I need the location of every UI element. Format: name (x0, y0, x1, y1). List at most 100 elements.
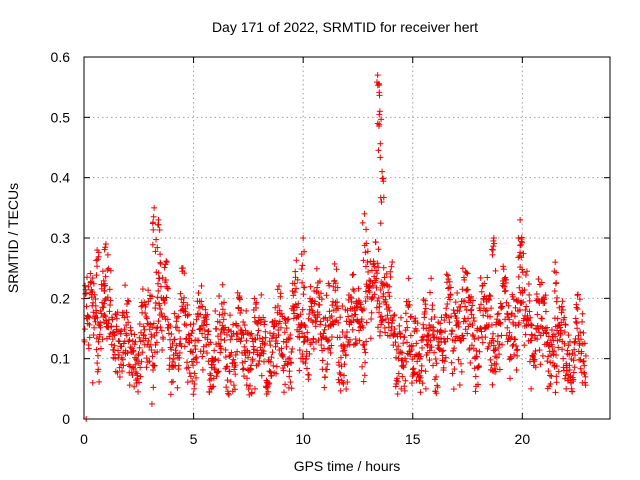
data-point (482, 308, 489, 315)
data-point (94, 263, 101, 270)
data-point (379, 175, 386, 182)
data-point (516, 284, 523, 291)
data-point (173, 314, 180, 321)
data-point (297, 311, 304, 318)
data-point (305, 371, 312, 378)
data-point (193, 374, 200, 381)
data-point (325, 337, 332, 344)
data-point (503, 299, 510, 306)
data-point (360, 324, 367, 331)
data-point (377, 194, 384, 201)
data-point (525, 280, 532, 287)
data-point (461, 276, 468, 283)
data-point (496, 366, 503, 373)
data-point (203, 321, 210, 328)
data-point (357, 301, 364, 308)
data-point (136, 321, 143, 328)
data-point (183, 322, 190, 329)
data-point (161, 299, 168, 306)
data-point (220, 316, 227, 323)
data-point (102, 241, 109, 248)
data-point (362, 249, 369, 256)
data-point (254, 320, 261, 327)
data-point (430, 362, 437, 369)
data-point (443, 271, 450, 278)
data-point (221, 310, 228, 317)
data-point (505, 302, 512, 309)
data-point (380, 290, 387, 297)
data-point (276, 318, 283, 325)
data-point (444, 272, 451, 279)
data-point (139, 286, 146, 293)
data-point (107, 297, 114, 304)
data-point (291, 310, 298, 317)
data-point (149, 324, 156, 331)
data-point (551, 348, 558, 355)
x-axis-label: GPS time / hours (294, 458, 401, 474)
data-point (278, 310, 285, 317)
data-point (492, 267, 499, 274)
data-point (492, 346, 499, 353)
data-point (294, 312, 301, 319)
data-point (293, 304, 300, 311)
data-point (270, 362, 277, 369)
data-point (104, 294, 111, 301)
data-point (191, 342, 198, 349)
data-point (340, 380, 347, 387)
data-point (482, 334, 489, 341)
data-point (299, 350, 306, 357)
data-point (243, 337, 250, 344)
data-point (217, 343, 224, 350)
data-point (449, 328, 456, 335)
data-point (480, 312, 487, 319)
data-point (365, 268, 372, 275)
data-point (388, 327, 395, 334)
data-point (195, 289, 202, 296)
data-point (571, 339, 578, 346)
data-point (314, 284, 321, 291)
data-point (232, 362, 239, 369)
data-point (90, 299, 97, 306)
data-point (167, 391, 174, 398)
data-point (279, 352, 286, 359)
data-point (119, 368, 126, 375)
data-point (477, 307, 484, 314)
data-point (123, 309, 130, 316)
data-point (553, 373, 560, 380)
data-point (107, 302, 114, 309)
data-point (573, 320, 580, 327)
axis-ticks: 0 0.1 0.2 0.3 0.4 0.5 0.6 0 5 10 15 20 (51, 49, 610, 447)
data-point (144, 315, 151, 322)
data-point (240, 373, 247, 380)
data-point (343, 334, 350, 341)
data-point (286, 368, 293, 375)
data-point (423, 341, 430, 348)
data-point (226, 353, 233, 360)
data-point (491, 347, 498, 354)
data-point (197, 325, 204, 332)
data-point (450, 307, 457, 314)
data-point (481, 280, 488, 287)
y-tick-label: 0.2 (51, 290, 71, 306)
data-point (344, 307, 351, 314)
data-point (468, 311, 475, 318)
data-point (279, 365, 286, 372)
data-point (159, 347, 166, 354)
data-point (101, 297, 108, 304)
data-point (382, 298, 389, 305)
data-point (298, 266, 305, 273)
data-point (124, 313, 131, 320)
data-point (95, 253, 102, 260)
data-point (81, 326, 88, 333)
data-point (378, 116, 385, 123)
data-point (341, 361, 348, 368)
data-point (91, 291, 98, 298)
data-point (350, 271, 357, 278)
x-tick-label: 5 (190, 431, 198, 447)
data-point (251, 336, 258, 343)
data-point (582, 352, 589, 359)
data-point (323, 292, 330, 299)
data-point (391, 326, 398, 333)
data-point (230, 382, 237, 389)
data-point (288, 349, 295, 356)
